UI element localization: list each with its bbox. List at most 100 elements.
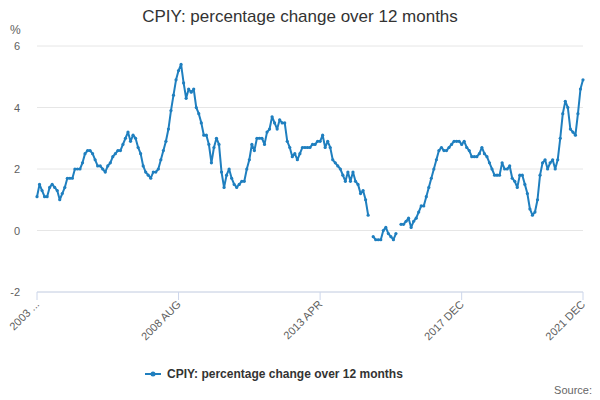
point-marker — [131, 134, 134, 137]
point-marker — [83, 152, 86, 155]
x-tick — [461, 292, 462, 300]
point-marker — [506, 167, 509, 170]
point-marker — [488, 161, 491, 164]
point-marker — [581, 78, 584, 81]
x-tick — [320, 292, 321, 300]
point-marker — [402, 223, 405, 226]
point-marker — [329, 146, 332, 149]
point-marker — [559, 137, 562, 140]
legend: CPIY: percentage change over 12 months — [145, 367, 403, 381]
point-marker — [283, 121, 286, 124]
point-marker — [561, 112, 564, 115]
point-marker — [528, 207, 531, 210]
point-marker — [331, 158, 334, 161]
series-line — [37, 64, 583, 239]
point-marker — [235, 186, 238, 189]
point-marker — [177, 69, 180, 72]
x-tick-label: 2017 DEC — [422, 298, 466, 342]
point-marker — [207, 143, 210, 146]
chart-container: CPIY: percentage change over 12 months% -… — [0, 0, 600, 400]
x-tick — [178, 292, 179, 300]
point-marker — [111, 155, 114, 158]
x-tick-label: 2021 DEC — [543, 298, 587, 342]
point-marker — [291, 155, 294, 158]
point-marker — [99, 164, 102, 167]
grid-line — [37, 107, 583, 108]
point-marker — [308, 146, 311, 149]
x-axis-line — [37, 292, 583, 293]
point-marker — [463, 140, 466, 143]
chart-svg: CPIY: percentage change over 12 months% -… — [0, 0, 600, 400]
point-marker — [187, 87, 190, 90]
point-marker — [394, 232, 397, 235]
point-marker — [564, 100, 567, 103]
point-marker — [222, 186, 225, 189]
point-marker — [447, 146, 450, 149]
point-marker — [521, 174, 524, 177]
point-marker — [536, 198, 539, 201]
point-marker — [361, 189, 364, 192]
point-marker — [200, 121, 203, 124]
y-tick-label: 4 — [14, 102, 20, 114]
point-marker — [121, 143, 124, 146]
point-marker — [40, 189, 43, 192]
point-marker — [313, 143, 316, 146]
point-marker — [48, 186, 51, 189]
point-marker — [432, 167, 435, 170]
point-marker — [410, 226, 413, 229]
point-marker — [248, 158, 251, 161]
point-marker — [349, 180, 352, 183]
y-tick-label: 2 — [14, 163, 20, 175]
point-marker — [543, 158, 546, 161]
x-tick — [583, 292, 584, 300]
point-marker — [321, 134, 324, 137]
point-marker — [531, 214, 534, 217]
point-marker — [336, 164, 339, 167]
point-marker — [53, 186, 56, 189]
point-marker — [498, 174, 501, 177]
point-marker — [417, 210, 420, 213]
point-marker — [260, 137, 263, 140]
point-marker — [516, 186, 519, 189]
point-marker — [179, 63, 182, 66]
point-marker — [501, 161, 504, 164]
point-marker — [372, 235, 375, 238]
point-marker — [245, 167, 248, 170]
point-marker — [293, 152, 296, 155]
point-marker — [142, 164, 145, 167]
point-marker — [546, 167, 549, 170]
point-marker — [250, 143, 253, 146]
point-marker — [392, 238, 395, 241]
point-marker — [225, 174, 228, 177]
y-tick-label: -2 — [10, 286, 20, 298]
point-marker — [162, 149, 165, 152]
point-marker — [167, 127, 170, 130]
point-marker — [533, 210, 536, 213]
point-marker — [490, 167, 493, 170]
point-marker — [270, 115, 273, 118]
point-marker — [334, 161, 337, 164]
point-marker — [109, 161, 112, 164]
point-marker — [104, 170, 107, 173]
point-marker — [124, 137, 127, 140]
point-marker — [182, 81, 185, 84]
point-marker — [253, 149, 256, 152]
point-marker — [483, 152, 486, 155]
point-marker — [263, 143, 266, 146]
point-marker — [71, 177, 74, 180]
point-marker — [63, 186, 66, 189]
legend-label: CPIY: percentage change over 12 months — [167, 367, 403, 381]
point-marker — [485, 155, 488, 158]
point-marker — [458, 140, 461, 143]
point-marker — [387, 232, 390, 235]
point-marker — [556, 158, 559, 161]
point-marker — [61, 192, 64, 195]
y-axis-label: % — [10, 23, 21, 37]
point-marker — [579, 87, 582, 90]
point-marker — [220, 170, 223, 173]
point-marker — [415, 217, 418, 220]
point-marker — [450, 143, 453, 146]
point-marker — [407, 217, 410, 220]
point-marker — [425, 195, 428, 198]
point-marker — [215, 137, 218, 140]
